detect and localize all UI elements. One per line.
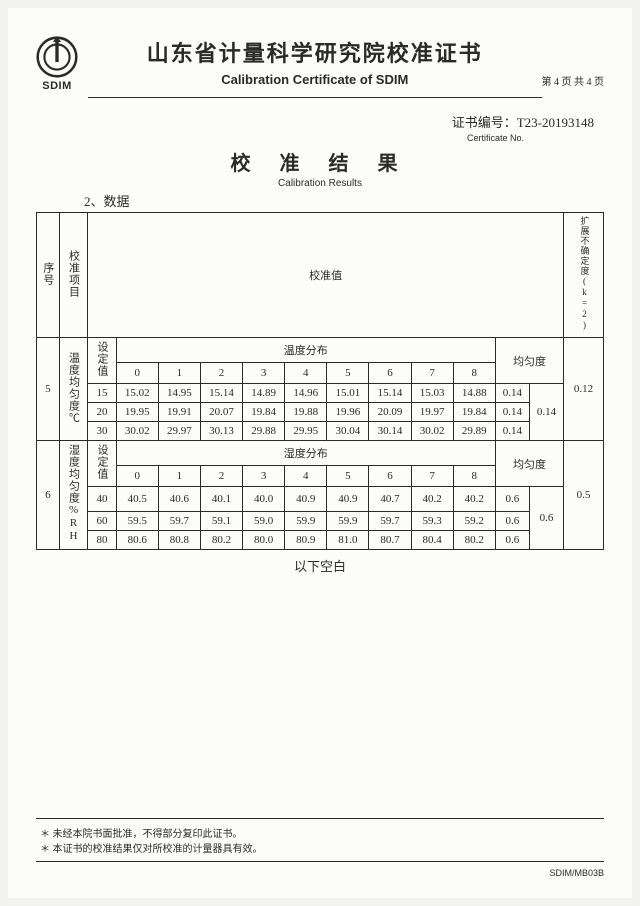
col-seq: 序号 <box>37 213 60 338</box>
table-row: 40 40.540.640.140.040.940.940.740.240.2 … <box>37 487 604 512</box>
footer-notes: ＊ 未经本院书面批准，不得部分复印此证书。 ＊ 本证书的校准结果仅对所校准的计量… <box>36 818 604 862</box>
b1-c4: 4 <box>285 363 327 384</box>
b2-c0: 0 <box>116 466 158 487</box>
b2-dist-label: 湿度分布 <box>116 441 495 466</box>
title-block: 山东省计量科学研究院校准证书 Calibration Certificate o… <box>88 36 542 98</box>
col-value: 校准值 <box>88 213 564 338</box>
b1-c8: 8 <box>453 363 495 384</box>
b2-c8: 8 <box>453 466 495 487</box>
page-number: 第 4 页 共 4 页 <box>542 73 605 88</box>
cert-label-en: Certificate No. <box>36 133 524 143</box>
b2-overall-unif: 0.6 <box>529 487 563 550</box>
table-row: 30 30.0229.9730.1329.8829.9530.0430.1430… <box>37 422 604 441</box>
b2-unif-label: 均匀度 <box>495 441 563 487</box>
b2-c6: 6 <box>369 466 411 487</box>
table-row: 60 59.559.759.159.059.959.959.759.359.2 … <box>37 512 604 531</box>
b2-unc: 0.5 <box>564 441 604 550</box>
b1-unc: 0.12 <box>564 338 604 441</box>
header: SDIM 山东省计量科学研究院校准证书 Calibration Certific… <box>36 36 604 98</box>
results-title-cn: 校 准 结 果 <box>36 147 604 176</box>
b2-c1: 1 <box>158 466 200 487</box>
table-row: 15 15.0214.9515.1414.8914.9615.0115.1415… <box>37 384 604 403</box>
table-row: 80 80.680.880.280.080.981.080.780.480.2 … <box>37 531 604 550</box>
section-label: 2、数据 <box>84 191 604 210</box>
results-title-en: Calibration Results <box>36 178 604 189</box>
b2-c5: 5 <box>327 466 369 487</box>
b1-overall-unif: 0.14 <box>529 384 563 441</box>
calibration-table: 序号 校准项目 校准值 扩展不确定度(k=2) 5 温度均匀度℃ 设定值 温度分… <box>36 212 604 550</box>
b2-set-label: 设定值 <box>88 441 116 487</box>
logo: SDIM <box>36 36 78 92</box>
footer-note-2: ＊ 本证书的校准结果仅对所校准的计量器具有效。 <box>40 840 600 855</box>
title-en: Calibration Certificate of SDIM <box>88 72 542 98</box>
logo-text: SDIM <box>42 80 72 92</box>
cert-number: T23-20193148 <box>517 115 594 130</box>
b2-c4: 4 <box>285 466 327 487</box>
b2-item: 湿度均匀度%RH <box>59 441 87 550</box>
b1-dist-label: 温度分布 <box>116 338 495 363</box>
cert-label: 证书编号： <box>452 115 517 130</box>
b1-set-label: 设定值 <box>88 338 116 384</box>
below-blank: 以下空白 <box>36 556 604 575</box>
footer-note-1: ＊ 未经本院书面批准，不得部分复印此证书。 <box>40 825 600 840</box>
page: SDIM 山东省计量科学研究院校准证书 Calibration Certific… <box>8 8 632 898</box>
title-cn: 山东省计量科学研究院校准证书 <box>88 36 542 68</box>
b2-c7: 7 <box>411 466 453 487</box>
b1-c2: 2 <box>200 363 242 384</box>
b2-c2: 2 <box>200 466 242 487</box>
cert-number-line: 证书编号：T23-20193148 <box>36 112 594 131</box>
table-row: 20 19.9519.9120.0719.8419.8819.9620.0919… <box>37 403 604 422</box>
b1-seq: 5 <box>37 338 60 441</box>
b1-c5: 5 <box>327 363 369 384</box>
sdim-logo-icon <box>36 36 78 78</box>
b1-c6: 6 <box>369 363 411 384</box>
col-unc: 扩展不确定度(k=2) <box>564 213 604 338</box>
b1-item: 温度均匀度℃ <box>59 338 87 441</box>
col-item: 校准项目 <box>59 213 87 338</box>
b1-c7: 7 <box>411 363 453 384</box>
b1-c0: 0 <box>116 363 158 384</box>
b2-c3: 3 <box>243 466 285 487</box>
b2-seq: 6 <box>37 441 60 550</box>
b1-unif-label: 均匀度 <box>495 338 563 384</box>
footer-ref: SDIM/MB03B <box>36 868 604 878</box>
footer: ＊ 未经本院书面批准，不得部分复印此证书。 ＊ 本证书的校准结果仅对所校准的计量… <box>36 818 604 878</box>
b1-c1: 1 <box>158 363 200 384</box>
b1-c3: 3 <box>243 363 285 384</box>
